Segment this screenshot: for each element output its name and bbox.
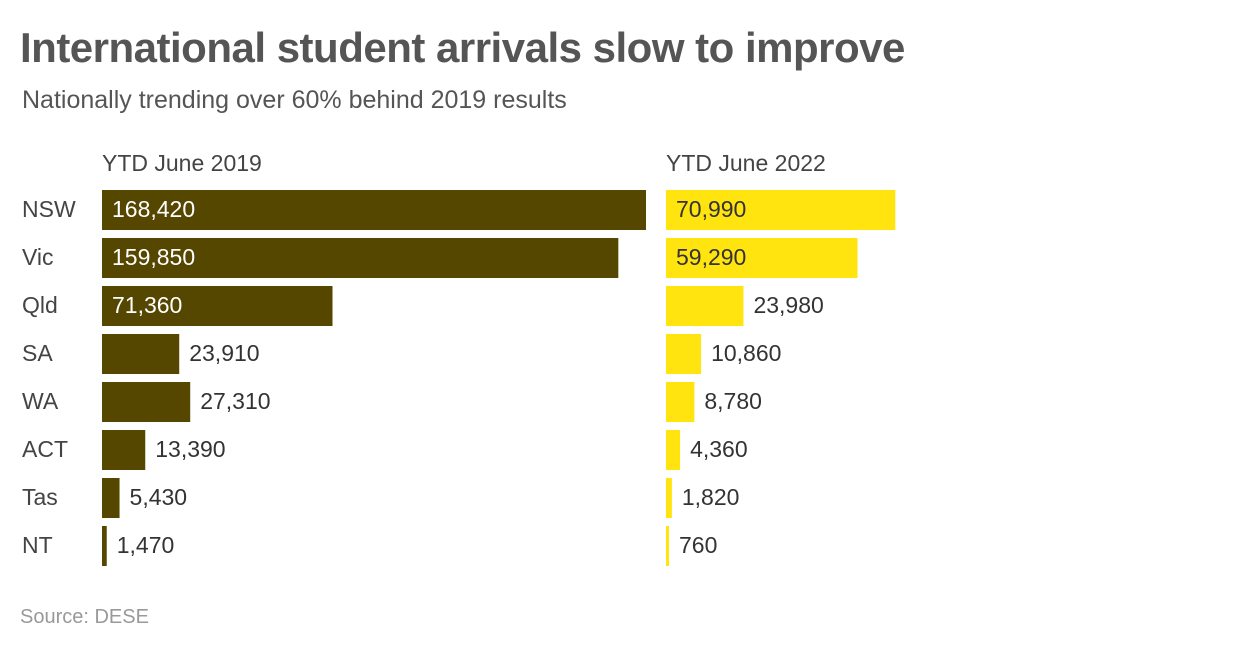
bar-value-label-1-vic: 59,290 [676,244,746,270]
bar-1-nt [666,526,669,566]
category-label-qld: Qld [22,292,58,318]
bar-value-label-1-nt: 760 [679,532,717,558]
bar-value-label-0-qld: 71,360 [112,292,182,318]
bar-value-label-1-sa: 10,860 [711,340,781,366]
bar-value-label-1-wa: 8,780 [704,388,762,414]
bar-value-label-0-sa: 23,910 [189,340,259,366]
bar-0-sa [102,334,180,374]
bar-value-label-1-tas: 1,820 [682,484,740,510]
bar-value-label-0-nsw: 168,420 [112,196,195,222]
bar-value-label-0-act: 13,390 [155,436,225,462]
bar-1-act [666,430,681,470]
bar-0-tas [102,478,120,518]
series-panel-2022: YTD June 2022 70,990 59,290 23,980 10,860 8,7… [666,150,896,566]
bar-value-label-0-nt: 1,470 [117,532,175,558]
bar-0-qld [102,286,333,326]
bar-value-label-1-qld: 23,980 [753,292,823,318]
bar-value-label-0-vic: 159,850 [112,244,195,270]
series-header-1: YTD June 2022 [666,150,826,176]
category-labels: NSW Vic Qld SA WA ACT Tas NT [22,196,76,558]
category-label-tas: Tas [22,484,58,510]
bar-0-wa [102,382,191,422]
bar-value-label-1-nsw: 70,990 [676,196,746,222]
bar-value-label-1-act: 4,360 [690,436,748,462]
bar-0-nt [102,526,107,566]
category-label-sa: SA [22,340,53,366]
bar-1-tas [666,478,672,518]
bar-chart: NSW Vic Qld SA WA ACT Tas NT YTD June 2019 168,4… [22,150,896,566]
bar-value-label-0-wa: 27,310 [200,388,270,414]
bar-1-nsw [666,190,896,230]
source-note: Source: DESE [20,606,149,628]
category-label-wa: WA [22,388,59,414]
chart-title: International student arrivals slow to i… [20,24,905,71]
series-panel-2019: YTD June 2019 168,420 159,850 71,360 23,910 2… [102,150,646,566]
bar-0-nsw [102,190,646,230]
category-label-act: ACT [22,436,68,462]
bar-value-label-0-tas: 5,430 [130,484,188,510]
bar-1-qld [666,286,744,326]
bar-1-vic [666,238,858,278]
series-header-0: YTD June 2019 [102,150,262,176]
category-label-vic: Vic [22,244,54,270]
chart-subtitle: Nationally trending over 60% behind 2019… [22,86,567,114]
bar-1-wa [666,382,695,422]
bar-0-act [102,430,146,470]
bar-1-sa [666,334,702,374]
category-label-nsw: NSW [22,196,76,222]
category-label-nt: NT [22,532,53,558]
bar-0-vic [102,238,619,278]
